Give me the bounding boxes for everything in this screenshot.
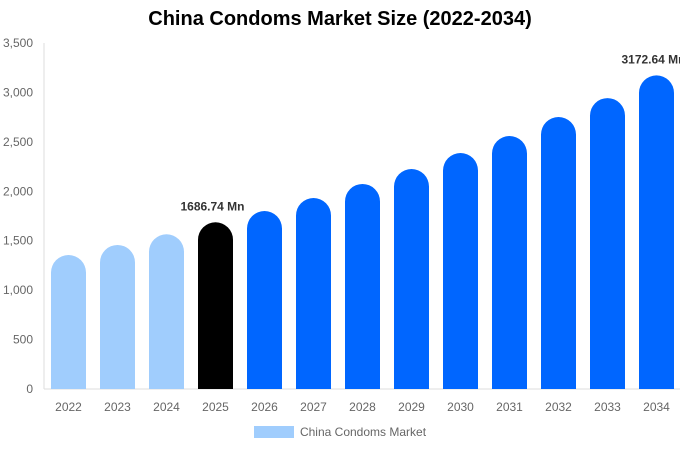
x-tick-label: 2028 — [349, 400, 376, 414]
bar-2031 — [492, 136, 527, 389]
x-tick-label: 2031 — [496, 400, 523, 414]
chart-title: China Condoms Market Size (2022-2034) — [148, 8, 532, 30]
x-tick-label: 2030 — [447, 400, 474, 414]
bar-2033 — [590, 98, 625, 390]
bar-2023 — [100, 244, 135, 389]
data-label-2034: 3172.64 Mn — [621, 52, 680, 66]
x-tick-label: 2024 — [153, 400, 180, 414]
x-tick-label: 2025 — [202, 400, 229, 414]
bar-2027 — [296, 198, 331, 389]
y-tick-label: 2,500 — [3, 135, 33, 149]
y-tick-label: 500 — [13, 333, 33, 347]
bar-2032 — [541, 117, 576, 389]
legend-swatch — [253, 426, 294, 438]
y-tick-label: 1,000 — [3, 283, 33, 297]
bar-2024 — [149, 234, 184, 389]
x-tick-label: 2026 — [251, 400, 278, 414]
legend: China Condoms Market — [0, 425, 680, 439]
x-tick-label: 2034 — [643, 400, 670, 414]
x-tick-label: 2033 — [594, 400, 621, 414]
y-tick-label: 2,000 — [3, 184, 33, 198]
data-label-2025: 1686.74 Mn — [180, 199, 244, 213]
y-tick-label: 0 — [26, 382, 33, 396]
x-tick-label: 2027 — [300, 400, 327, 414]
bar-2026 — [247, 211, 282, 389]
bar-2028 — [345, 183, 380, 389]
y-tick-label: 3,000 — [3, 85, 33, 99]
bar-2022 — [51, 255, 86, 389]
x-tick-label: 2032 — [545, 400, 572, 414]
y-tick-label: 1,500 — [3, 234, 33, 248]
legend-label[interactable]: China Condoms Market — [299, 425, 427, 439]
bar-2029 — [394, 169, 429, 389]
bar-2030 — [443, 153, 478, 389]
x-tick-label: 2023 — [104, 400, 131, 414]
bar-2034 — [639, 75, 674, 389]
x-tick-label: 2029 — [398, 400, 425, 414]
bar-2025 — [198, 222, 233, 389]
y-tick-label: 3,500 — [3, 36, 33, 50]
x-tick-label: 2022 — [55, 400, 82, 414]
